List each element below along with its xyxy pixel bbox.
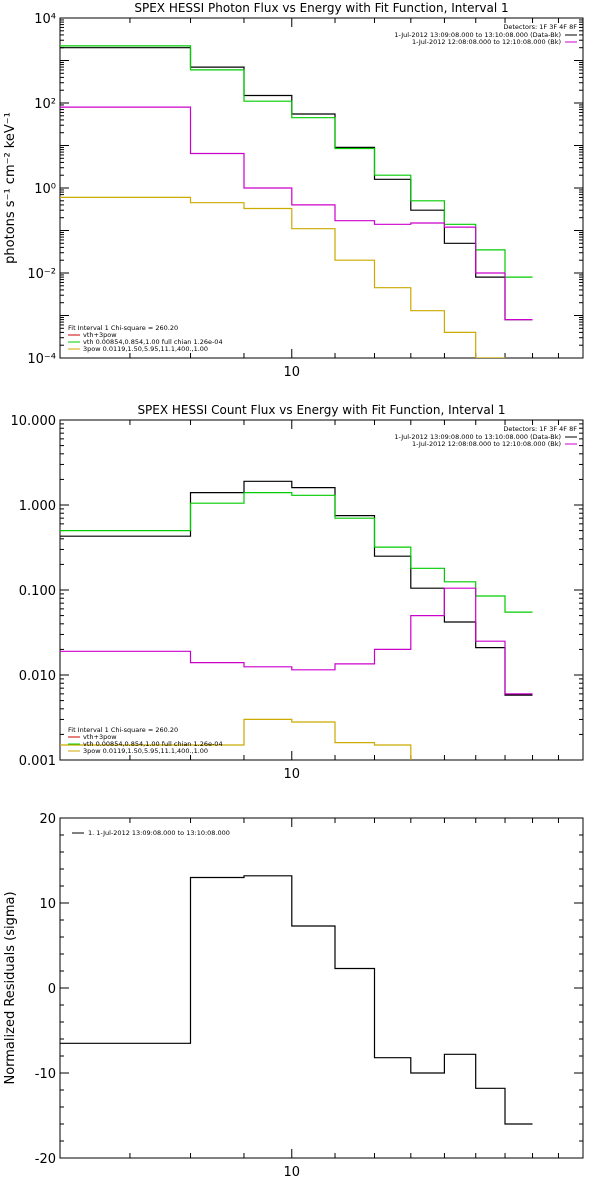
x-tick-label: 10 xyxy=(284,1165,301,1180)
legend-entry-label: 1-Jul-2012 13:09:08.000 to 13:10:08.000 … xyxy=(394,31,561,39)
y-axis-label: photons s⁻¹ cm⁻² keV⁻¹ xyxy=(3,112,18,264)
y-tick-label: 10⁴ xyxy=(34,12,56,27)
plot-frame xyxy=(59,419,584,761)
y-tick-label: -10 xyxy=(35,1067,56,1082)
x-tick-label: 10 xyxy=(284,365,301,380)
legend-bottom: Fit Interval 1 Chi-square = 260.20vth+3p… xyxy=(68,726,223,755)
y-tick-label: 10.000 xyxy=(11,414,57,429)
chart-title: SPEX HESSI Count Flux vs Energy with Fit… xyxy=(137,403,505,417)
series-line xyxy=(60,106,533,321)
y-tick-label: 20 xyxy=(39,812,56,827)
legend-top: Detectors: 1F 3F 4F 8F1-Jul-2012 13:09:0… xyxy=(394,425,577,448)
legend-entry-label: vth 0.00854,0.854,1.00 full chian 1.26e-… xyxy=(83,338,223,346)
y-tick-label: -20 xyxy=(35,1152,56,1167)
series-line xyxy=(60,718,412,760)
y-tick-label: 0.001 xyxy=(19,754,56,769)
legend-header: Detectors: 1F 3F 4F 8F xyxy=(503,23,577,31)
legend-entry-label: vth+3pow xyxy=(83,331,117,339)
series-line xyxy=(60,47,533,321)
legend-top: 1. 1-Jul-2012 13:09:08.000 to 13:10:08.0… xyxy=(72,829,230,837)
x-ticks xyxy=(59,420,584,760)
legend-entry-label: vth 0.00854,0.854,1.00 full chian 1.26e-… xyxy=(83,740,223,748)
legend-bottom: Fit Interval 1 Chi-square = 260.20vth+3p… xyxy=(68,324,223,353)
y-axis-label: Normalized Residuals (sigma) xyxy=(3,891,18,1084)
legend-entry-label: 1-Jul-2012 13:09:08.000 to 13:10:08.000 … xyxy=(394,433,561,441)
legend-fit-header: Fit Interval 1 Chi-square = 260.20 xyxy=(68,726,178,734)
chart-title: SPEX HESSI Photon Flux vs Energy with Fi… xyxy=(134,1,508,15)
chart-1: SPEX HESSI Photon Flux vs Energy with Fi… xyxy=(3,1,584,380)
series-group xyxy=(60,45,533,358)
y-tick-label: 0.010 xyxy=(19,669,56,684)
legend-entry-label: vth+3pow xyxy=(83,733,117,741)
y-tick-label: 10 xyxy=(39,897,56,912)
x-ticks xyxy=(59,18,584,358)
chart-3: 10 20 10 0 -10 -20 Normalized Residuals (sigma… xyxy=(3,812,584,1180)
y-tick-label: 0 xyxy=(48,982,56,997)
legend-entry-label: 1-Jul-2012 12:08:08.000 to 12:10:08.000 … xyxy=(412,38,561,46)
legend-entry-label: 1-Jul-2012 12:08:08.000 to 12:10:08.000 … xyxy=(412,440,561,448)
series-line xyxy=(60,587,533,695)
legend-entry-label: 1. 1-Jul-2012 13:09:08.000 to 13:10:08.0… xyxy=(88,829,230,837)
legend-entry-label: 3pow 0.0119,1.50,5.95,11.1,400.,1.00 xyxy=(83,345,208,353)
x-ticks xyxy=(59,818,584,1158)
y-tick-label: 1.000 xyxy=(19,499,56,514)
y-ticks xyxy=(60,419,583,761)
legend-fit-header: Fit Interval 1 Chi-square = 260.20 xyxy=(68,324,178,332)
series-group xyxy=(60,480,533,760)
chart-2: SPEX HESSI Count Flux vs Energy with Fit… xyxy=(11,403,584,782)
series-line xyxy=(60,45,533,278)
y-tick-label: 10² xyxy=(34,97,56,112)
series-line xyxy=(60,492,533,613)
y-tick-label: 10⁻⁴ xyxy=(27,352,56,367)
series-line xyxy=(60,875,533,1125)
y-tick-label: 10⁻² xyxy=(27,267,56,282)
series-group xyxy=(60,875,533,1125)
y-tick-label: 10⁰ xyxy=(34,182,56,197)
y-ticks xyxy=(60,17,583,359)
x-tick-label: 10 xyxy=(284,767,301,782)
legend-entry-label: 3pow 0.0119,1.50,5.95,11.1,400.,1.00 xyxy=(83,747,208,755)
series-line xyxy=(60,196,506,358)
y-tick-label: 0.100 xyxy=(19,584,56,599)
legend-header: Detectors: 1F 3F 4F 8F xyxy=(503,425,577,433)
y-ticks xyxy=(60,817,583,1159)
legend-top: Detectors: 1F 3F 4F 8F1-Jul-2012 13:09:0… xyxy=(394,23,577,46)
